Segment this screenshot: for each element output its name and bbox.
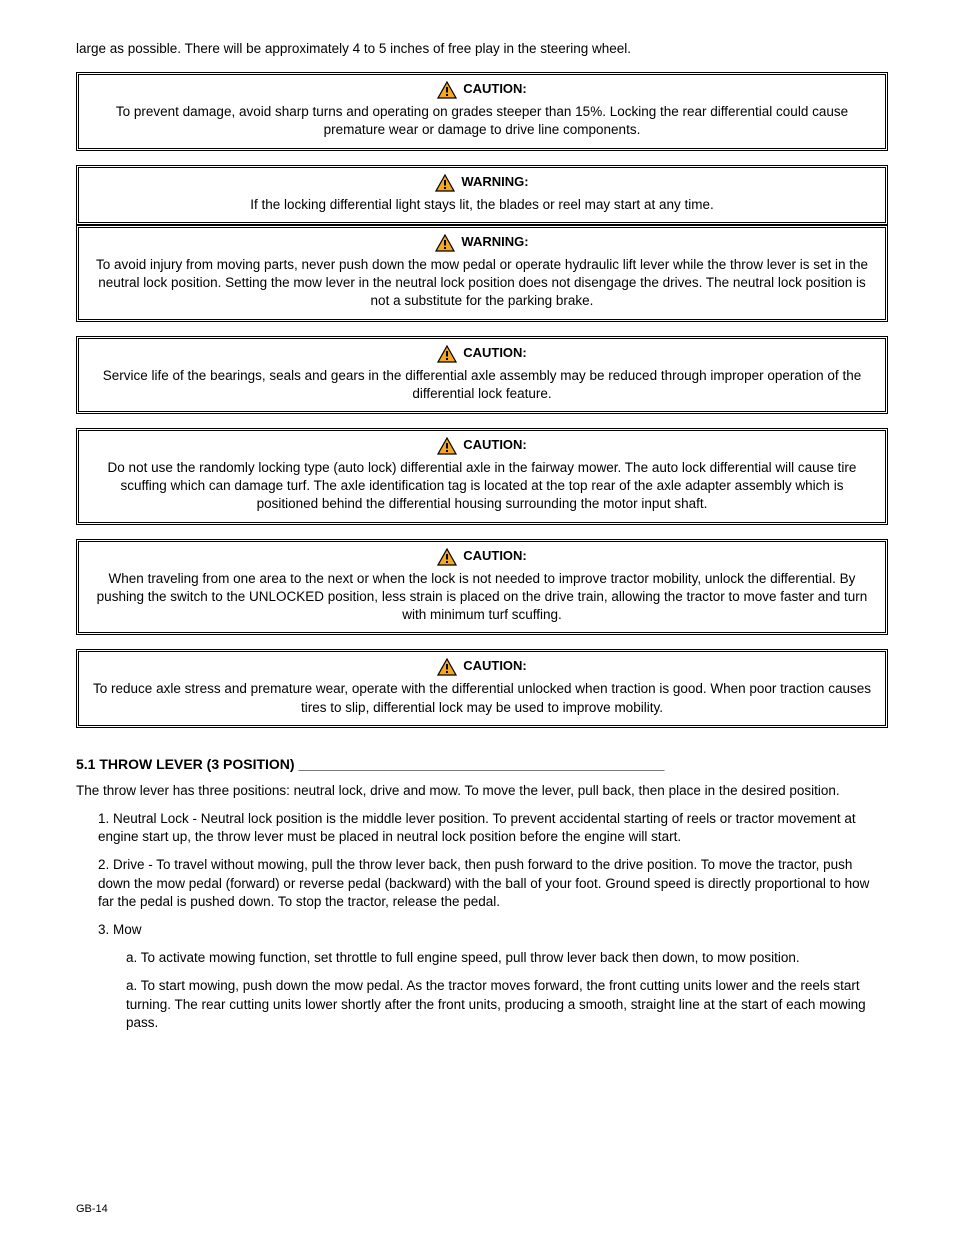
list-item-2: 2. Drive - To travel without mowing, pul… — [76, 856, 888, 911]
list-item-3a: a. To activate mowing function, set thro… — [104, 949, 888, 967]
page: large as possible. There will be approxi… — [0, 0, 954, 1235]
warning-triangle-icon — [437, 81, 457, 99]
list-item-3a-text: a. To activate mowing function, set thro… — [126, 950, 800, 965]
page-footer: GB-14 — [76, 1203, 888, 1215]
list-item-3-text: 3. Mow — [98, 922, 142, 937]
list-item-3: 3. Mow — [76, 921, 888, 939]
caution-label-5: CAUTION: — [463, 437, 527, 453]
caution-body-7: To reduce axle stress and premature wear… — [89, 680, 875, 716]
warning-triangle-icon — [437, 658, 457, 676]
warning-header-3: WARNING: — [89, 234, 875, 252]
warning-triangle-icon — [437, 345, 457, 363]
caution-box-1: CAUTION: To prevent damage, avoid sharp … — [76, 72, 888, 150]
caution-label-1: CAUTION: — [463, 81, 527, 97]
list-item-2-text: 2. Drive - To travel without mowing, pul… — [98, 857, 869, 908]
caution-label-4: CAUTION: — [463, 345, 527, 361]
caution-box-4: CAUTION: Service life of the bearings, s… — [76, 336, 888, 414]
warning-triangle-icon — [437, 437, 457, 455]
caution-body-1: To prevent damage, avoid sharp turns and… — [89, 103, 875, 139]
caution-body-6: When traveling from one area to the next… — [89, 570, 875, 625]
warning-box-2: WARNING: If the locking differential lig… — [76, 165, 888, 225]
caution-body-4: Service life of the bearings, seals and … — [89, 367, 875, 403]
caution-label-6: CAUTION: — [463, 548, 527, 564]
caution-body-5: Do not use the randomly locking type (au… — [89, 459, 875, 514]
warning-triangle-icon — [435, 234, 455, 252]
caution-header-5: CAUTION: — [89, 437, 875, 455]
caution-header-4: CAUTION: — [89, 345, 875, 363]
footer-left: GB-14 — [76, 1203, 108, 1215]
caution-box-7: CAUTION: To reduce axle stress and prema… — [76, 649, 888, 727]
caution-header-1: CAUTION: — [89, 81, 875, 99]
warning-body-2: If the locking differential light stays … — [89, 196, 875, 214]
list-item-3a2-text: a. To start mowing, push down the mow pe… — [126, 978, 866, 1029]
warning-header-2: WARNING: — [89, 174, 875, 192]
list-item-3a2: a. To start mowing, push down the mow pe… — [104, 977, 888, 1032]
warning-body-3: To avoid injury from moving parts, never… — [89, 256, 875, 311]
section-title: 5.1 THROW LEVER (3 POSITION) ___________… — [76, 756, 888, 772]
list-item-1-text: 1. Neutral Lock - Neutral lock position … — [98, 811, 856, 844]
warning-label-2: WARNING: — [461, 174, 528, 190]
warning-box-3: WARNING: To avoid injury from moving par… — [76, 225, 888, 322]
warning-label-3: WARNING: — [461, 234, 528, 250]
warning-triangle-icon — [437, 548, 457, 566]
caution-label-7: CAUTION: — [463, 658, 527, 674]
intro-text: large as possible. There will be approxi… — [76, 40, 888, 58]
caution-box-5: CAUTION: Do not use the randomly locking… — [76, 428, 888, 525]
list-item-1: 1. Neutral Lock - Neutral lock position … — [76, 810, 888, 846]
caution-header-7: CAUTION: — [89, 658, 875, 676]
warning-triangle-icon — [435, 174, 455, 192]
caution-box-6: CAUTION: When traveling from one area to… — [76, 539, 888, 636]
section-para-intro: The throw lever has three positions: neu… — [76, 782, 888, 800]
caution-header-6: CAUTION: — [89, 548, 875, 566]
